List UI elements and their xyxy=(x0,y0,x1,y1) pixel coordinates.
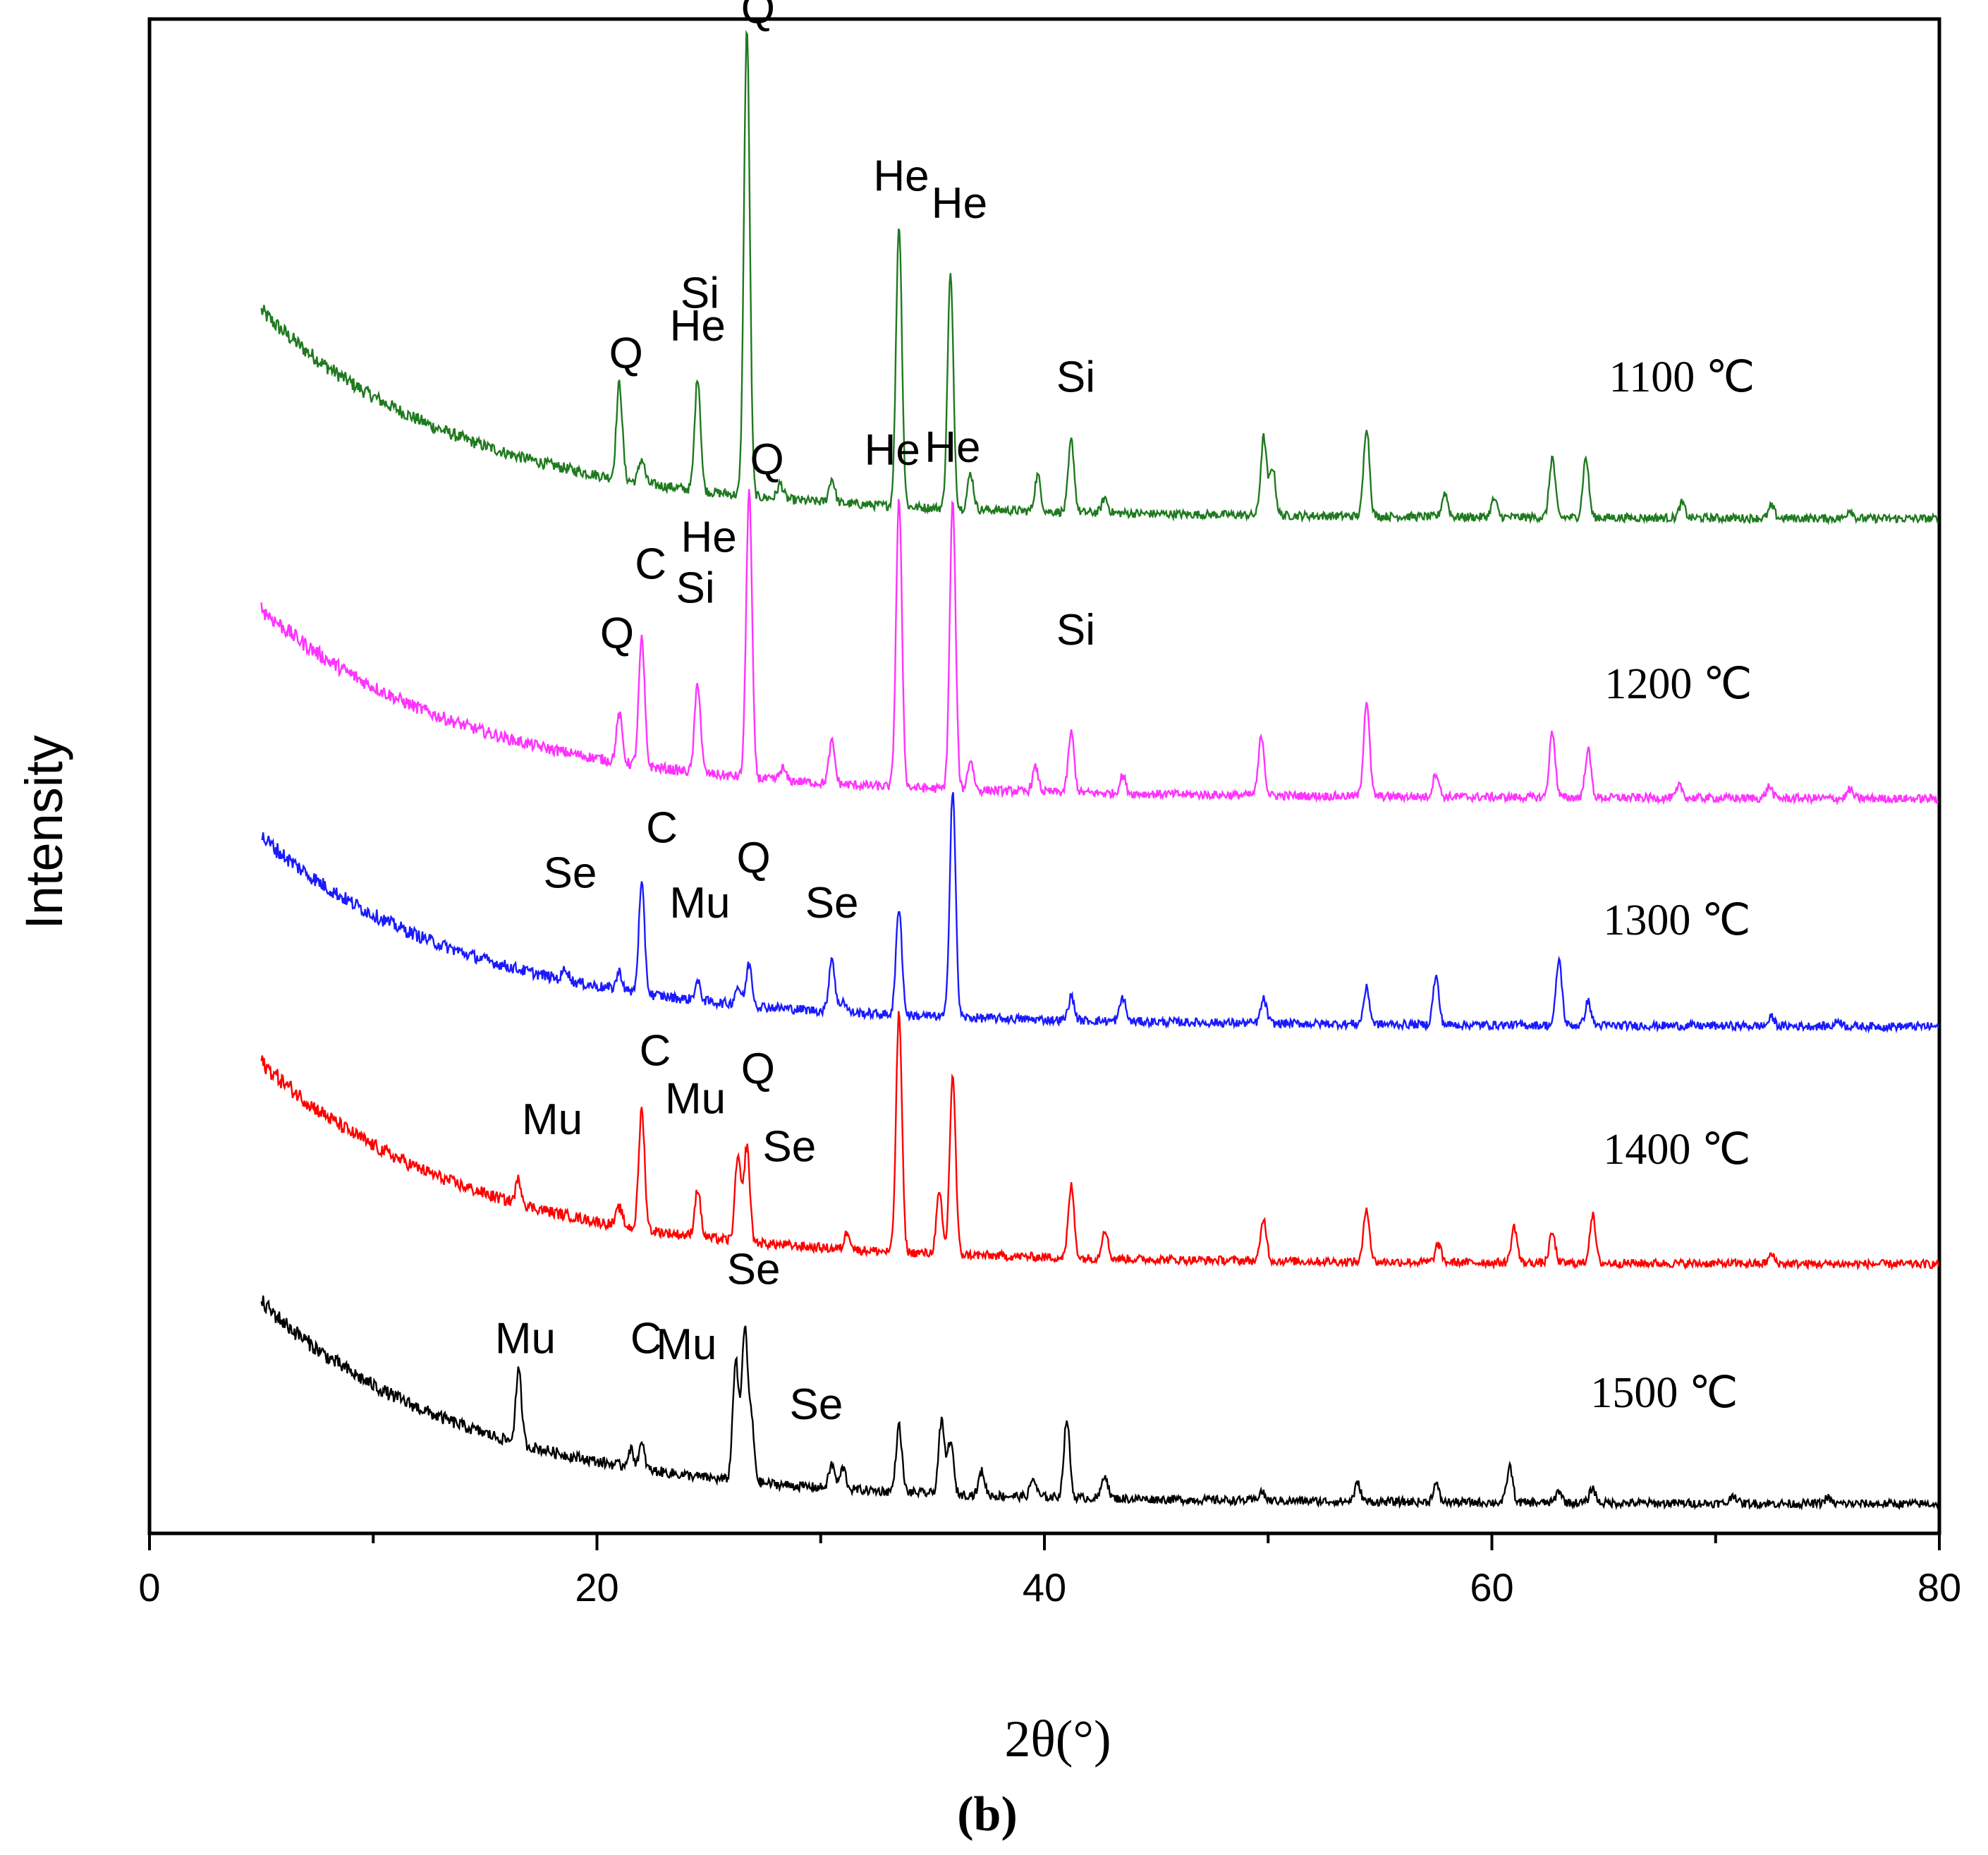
x-tick-label: 0 xyxy=(138,1565,160,1610)
peak-label: Q xyxy=(609,329,643,377)
peak-label: Se xyxy=(789,1380,843,1429)
peak-label: Mu xyxy=(522,1095,583,1144)
peak-label: He xyxy=(925,423,980,472)
peak-label: Se xyxy=(762,1122,816,1171)
xrd-trace xyxy=(260,30,1939,525)
temperature-label: 1400 ℃ xyxy=(1603,1126,1750,1174)
peak-label: Se xyxy=(544,849,597,897)
peak-label: Mu xyxy=(669,879,730,928)
x-axis: 0 20 40 60 80 xyxy=(138,1533,1961,1610)
peak-label: Se xyxy=(727,1246,781,1294)
x-tick-label: 60 xyxy=(1470,1565,1513,1610)
peak-label: Q xyxy=(600,609,634,657)
peak-label: Si xyxy=(1056,606,1095,655)
plot-frame xyxy=(147,17,1941,1535)
x-tick-label: 20 xyxy=(575,1565,618,1610)
peak-label: C xyxy=(635,540,666,589)
peak-label: He xyxy=(932,179,987,228)
peak-label: Q xyxy=(741,1045,775,1093)
peak-label: C xyxy=(640,1026,671,1075)
peak-label: Q xyxy=(741,0,775,33)
temperature-label: 1100 ℃ xyxy=(1609,353,1755,401)
peak-label: Q xyxy=(750,435,783,484)
peak-label: He xyxy=(670,302,726,351)
peak-label: C xyxy=(646,804,678,853)
peak-label: Se xyxy=(805,879,859,928)
temperature-labels: 1100 ℃ 1200 ℃ 1300 ℃ 1400 ℃ 1500 ℃ xyxy=(1590,353,1755,1417)
xrd-trace xyxy=(260,1295,1939,1511)
x-axis-label: 2θ(°) xyxy=(1004,1710,1111,1768)
xrd-trace xyxy=(260,489,1939,806)
peak-label: Q xyxy=(736,834,770,882)
peak-label: Mu xyxy=(656,1320,716,1369)
panel-label: (b) xyxy=(957,1787,1018,1842)
x-tick-label: 40 xyxy=(1023,1565,1066,1610)
traces xyxy=(260,30,1939,1511)
xrd-trace xyxy=(260,1011,1939,1271)
temperature-label: 1200 ℃ xyxy=(1604,660,1752,708)
peak-label: He xyxy=(865,426,920,475)
peak-label: C xyxy=(630,1314,662,1363)
peak-label: Si xyxy=(1056,353,1095,401)
peak-label: Mu xyxy=(665,1074,726,1123)
temperature-label: 1300 ℃ xyxy=(1603,896,1750,944)
peak-label: He xyxy=(873,152,929,201)
xrd-trace xyxy=(261,792,1939,1034)
peak-label: Mu xyxy=(495,1314,556,1363)
peak-label: Si xyxy=(676,564,715,613)
x-tick-label: 80 xyxy=(1917,1565,1961,1610)
y-axis-label: Intensity xyxy=(15,735,73,930)
peak-label: He xyxy=(681,513,736,561)
temperature-label: 1500 ℃ xyxy=(1590,1369,1738,1417)
peak-label: Si xyxy=(681,269,719,317)
